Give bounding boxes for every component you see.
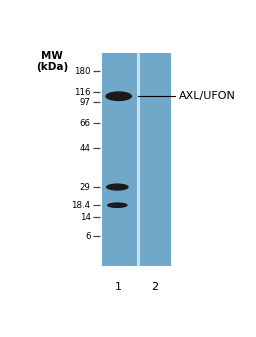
Text: 97: 97 [80,98,91,107]
Text: 116: 116 [74,88,91,97]
Text: MW
(kDa): MW (kDa) [36,51,68,72]
Text: 18.4: 18.4 [71,201,91,210]
Ellipse shape [105,91,132,101]
Text: 180: 180 [74,67,91,75]
Text: 14: 14 [80,213,91,222]
Ellipse shape [107,202,128,208]
FancyBboxPatch shape [140,53,171,266]
FancyBboxPatch shape [137,53,140,266]
Text: 6: 6 [85,232,91,241]
Text: 1: 1 [115,282,122,292]
Text: 44: 44 [80,144,91,153]
Text: AXL/UFON: AXL/UFON [179,91,236,101]
Text: 29: 29 [80,183,91,191]
Text: 2: 2 [152,282,158,292]
Ellipse shape [106,183,129,191]
Text: 66: 66 [80,119,91,128]
FancyBboxPatch shape [102,53,137,266]
